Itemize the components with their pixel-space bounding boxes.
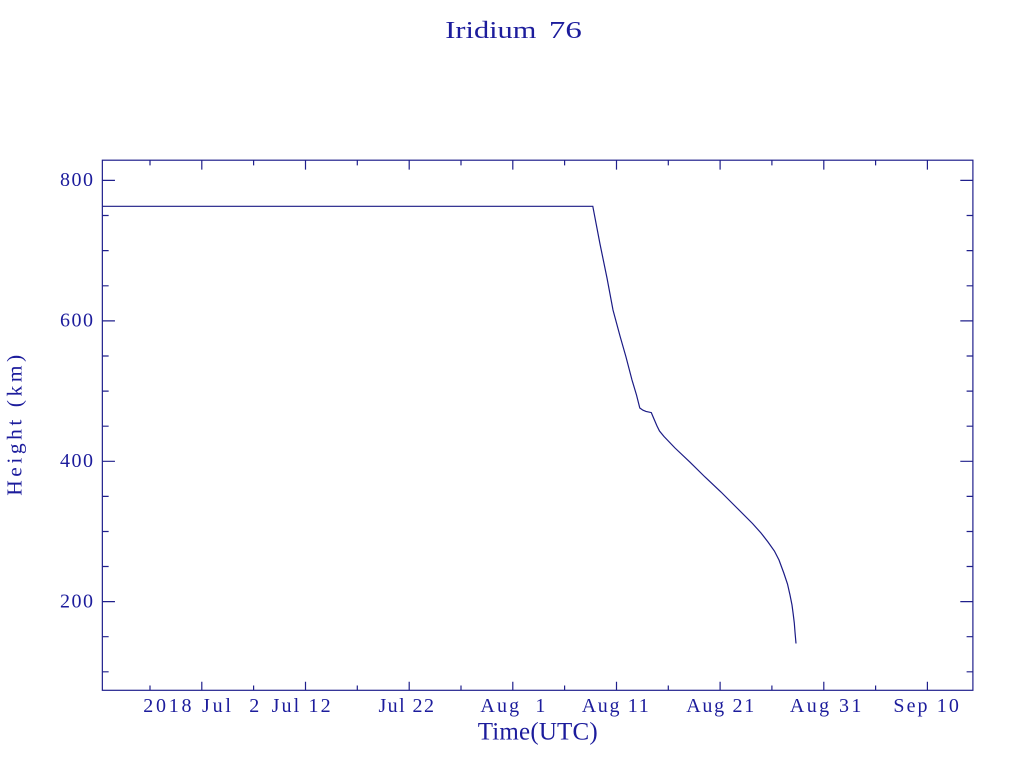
svg-text:Iridium: Iridium: [445, 17, 536, 43]
svg-text:Jul 22: Jul 22: [378, 695, 434, 717]
svg-text:2018 Jul 2: 2018 Jul 2: [143, 695, 259, 717]
svg-text:Aug 21: Aug 21: [686, 695, 754, 717]
svg-text:Height (km): Height (km): [3, 355, 27, 496]
svg-text:Jul 12: Jul 12: [272, 695, 331, 717]
svg-text:Time(UTC): Time(UTC): [478, 718, 598, 745]
svg-text:800: 800: [60, 169, 93, 191]
svg-text:Sep 10: Sep 10: [893, 695, 959, 717]
svg-text:76: 76: [549, 17, 582, 44]
svg-text:200: 200: [60, 590, 93, 612]
svg-text:600: 600: [60, 310, 93, 332]
svg-text:400: 400: [60, 450, 93, 472]
svg-text:Aug 11: Aug 11: [582, 695, 649, 717]
svg-text:Aug 31: Aug 31: [790, 695, 862, 717]
svg-text:Aug 1: Aug 1: [480, 695, 545, 717]
